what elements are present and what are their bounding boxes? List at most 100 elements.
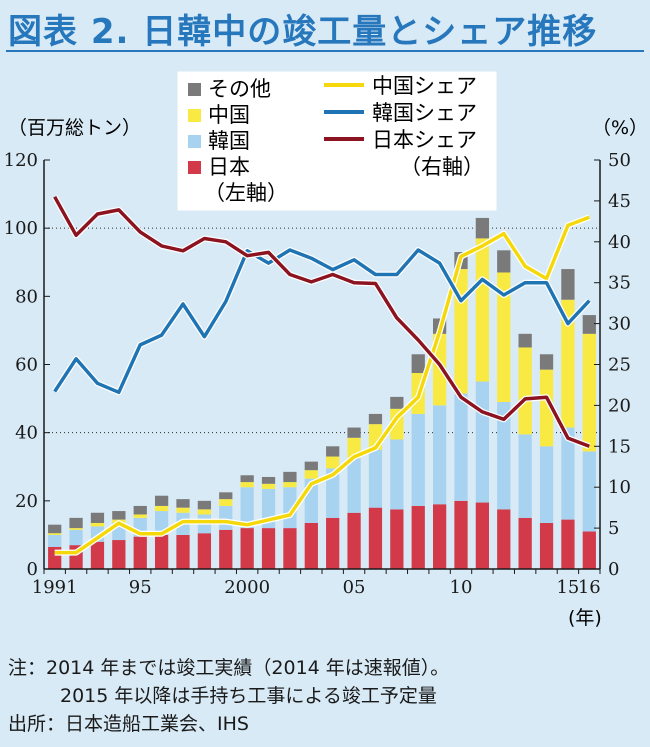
note-line-1: 注：2014 年までは竣工実績（2014 年は速報値）。 (8, 657, 450, 679)
left-tick-label-0: 0 (27, 559, 38, 580)
bar-other-1997 (176, 499, 190, 508)
bar-china-1997 (176, 507, 190, 513)
legend-swatch-japan (188, 161, 201, 174)
bar-japan-1997 (176, 534, 190, 569)
right-axis-unit: （%） (592, 117, 648, 139)
bar-china-1993 (90, 522, 105, 527)
right-tick-label-0: 0 (608, 559, 619, 580)
left-tick-label-20: 20 (15, 491, 38, 512)
bar-japan-2016 (582, 531, 596, 569)
bar-japan-2006 (368, 507, 383, 569)
bar-japan-2003 (304, 522, 318, 569)
bar-japan-1994 (112, 540, 126, 569)
bar-china-1995 (133, 514, 147, 518)
bar-japan-2015 (561, 519, 575, 569)
bar-japan-2001 (261, 528, 276, 569)
bar-china-2014 (539, 369, 554, 447)
bar-other-2004 (326, 446, 340, 457)
x-tick-label-1995: 95 (129, 577, 152, 598)
legend-bars-axis-note: （左軸） (204, 181, 288, 205)
legend-swatch-korea (188, 135, 201, 148)
bar-korea-2011 (475, 381, 490, 503)
legend-label-other: その他 (208, 77, 271, 101)
bar-japan-2010 (454, 500, 468, 569)
bar-other-1993 (90, 512, 105, 523)
bar-japan-1999 (219, 529, 233, 569)
bar-korea-2004 (326, 468, 340, 518)
right-tick-label-25: 25 (608, 355, 631, 376)
bar-japan-2014 (539, 522, 554, 569)
legend-label-china-share: 中国シェア (372, 74, 477, 98)
bar-other-1998 (197, 500, 212, 510)
x-tick-label-2005: 05 (343, 577, 366, 598)
bar-korea-1992 (69, 529, 83, 546)
right-tick-label-50: 50 (608, 150, 631, 171)
right-tick-label-30: 30 (608, 314, 631, 335)
line-korea-share (53, 248, 591, 395)
bar-korea-2010 (454, 393, 468, 501)
bar-china-2012 (497, 272, 511, 402)
bar-other-1994 (112, 511, 126, 520)
right-tick-label-15: 15 (608, 436, 631, 457)
bar-japan-2004 (326, 517, 340, 569)
x-tick-label-2016: 16 (578, 577, 601, 598)
bar-other-2012 (497, 250, 511, 273)
page-title: 図表 2. 日韓中の竣工量とシェア推移 (8, 12, 598, 52)
line-china-share (54, 215, 590, 555)
bar-china-2001 (261, 483, 276, 489)
legend-label-korea: 韓国 (208, 129, 250, 153)
bar-korea-1991 (48, 534, 62, 547)
bar-korea-2000 (240, 487, 254, 529)
bar-china-1991 (48, 533, 62, 535)
bar-korea-2016 (582, 451, 596, 532)
bar-china-2003 (304, 470, 318, 479)
bar-japan-1995 (133, 536, 147, 569)
left-tick-label-40: 40 (15, 423, 38, 444)
left-tick-label-100: 100 (4, 218, 38, 239)
bar-other-2014 (539, 354, 554, 370)
bar-japan-2012 (497, 509, 511, 569)
bar-other-2002 (283, 471, 297, 483)
bar-china-1992 (69, 528, 83, 530)
left-tick-label-80: 80 (15, 286, 38, 307)
right-tick-label-20: 20 (608, 395, 631, 416)
bar-other-2007 (390, 396, 404, 409)
line-japan-share (53, 195, 590, 448)
note-line-2: 2015 年以降は手持ち工事による竣工予定量 (60, 685, 437, 707)
notes: 注：2014 年までは竣工実績（2014 年は速報値）。 2015 年以降は手持… (8, 654, 644, 738)
right-tick-label-10: 10 (608, 477, 631, 498)
bar-japan-2002 (283, 528, 297, 569)
legend-swatch-china (188, 109, 201, 122)
x-tick-label-2015: 15 (556, 577, 579, 598)
bar-japan-2005 (347, 512, 361, 569)
bar-japan-2008 (411, 505, 425, 569)
legend-swatch-other (188, 83, 201, 96)
bar-other-2008 (411, 354, 425, 374)
bar-china-1999 (219, 499, 233, 506)
bar-other-2005 (347, 427, 361, 438)
bar-korea-2009 (432, 405, 447, 505)
right-tick-label-35: 35 (608, 273, 631, 294)
bar-other-2003 (304, 461, 318, 471)
x-tick-label-2010: 10 (450, 577, 473, 598)
bar-china-2016 (582, 333, 596, 452)
x-tick-label-1991: 1991 (32, 577, 78, 598)
bar-china-2013 (518, 347, 532, 435)
legend-lines-axis-note: （右軸） (400, 155, 484, 179)
x-tick-label-2000: 2000 (224, 577, 270, 598)
bar-japan-2009 (432, 504, 447, 569)
bar-japan-2000 (240, 528, 254, 569)
bar-other-1996 (154, 495, 169, 506)
source-line: 出所：日本造船工業会、IHS (8, 713, 249, 735)
bar-japan-1993 (90, 541, 105, 569)
legend-label-china: 中国 (208, 103, 250, 127)
left-tick-label-60: 60 (15, 355, 38, 376)
legend-label-japan-share: 日本シェア (372, 128, 477, 152)
bar-japan-2011 (475, 502, 490, 569)
left-axis-unit: （百万総トン） (8, 117, 141, 139)
bar-china-2004 (326, 456, 340, 469)
bar-japan-2007 (390, 509, 404, 569)
bar-korea-2005 (347, 458, 361, 513)
bar-other-2016 (582, 315, 596, 334)
